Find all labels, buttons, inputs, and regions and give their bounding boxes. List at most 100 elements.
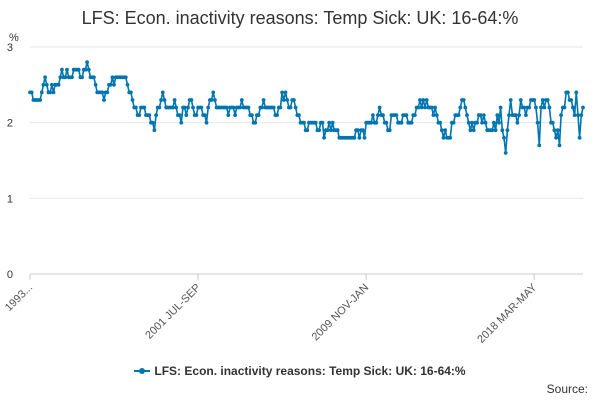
y-axis-unit-label: % — [9, 32, 19, 44]
data-point — [209, 98, 214, 102]
data-point — [256, 113, 261, 117]
data-point — [292, 98, 296, 102]
data-point — [330, 120, 335, 125]
data-point — [433, 105, 437, 110]
data-point — [108, 82, 113, 87]
data-point — [355, 128, 360, 133]
data-point — [419, 105, 424, 110]
data-point — [456, 113, 461, 117]
data-point — [515, 120, 520, 125]
data-point — [434, 113, 439, 117]
data-point — [576, 113, 580, 117]
data-point — [508, 98, 513, 102]
data-point — [335, 128, 340, 133]
data-point — [518, 98, 523, 102]
y-tick-label: 1 — [7, 193, 13, 205]
data-point — [29, 90, 34, 95]
data-point — [471, 128, 476, 133]
x-tick-label: 2018 MAR-MAY — [475, 281, 540, 346]
data-point — [271, 105, 276, 110]
data-point — [58, 75, 63, 80]
data-point — [285, 98, 290, 102]
data-point — [226, 113, 231, 117]
data-point — [233, 113, 238, 117]
data-point — [493, 128, 498, 133]
data-point — [443, 128, 448, 133]
data-point — [134, 105, 138, 110]
data-point — [579, 113, 584, 117]
data-point — [76, 67, 81, 72]
data-point — [534, 105, 538, 110]
data-point — [384, 120, 389, 125]
data-point — [463, 105, 468, 110]
data-point — [409, 120, 414, 125]
data-point — [51, 90, 56, 95]
data-point — [159, 98, 164, 102]
data-point — [142, 105, 147, 110]
data-point — [86, 67, 91, 72]
data-point — [150, 120, 155, 125]
data-point — [413, 113, 417, 117]
data-point — [545, 98, 550, 102]
data-point — [322, 135, 326, 140]
data-point — [399, 120, 404, 125]
data-point — [562, 105, 567, 110]
data-point — [470, 120, 474, 125]
data-point — [157, 105, 162, 110]
data-point — [43, 75, 47, 80]
legend-label: LFS: Econ. inactivity reasons: Temp Sick… — [154, 364, 466, 378]
data-point — [547, 105, 552, 110]
data-point — [147, 113, 152, 117]
data-point — [524, 113, 528, 117]
data-point — [387, 128, 392, 133]
data-point — [184, 113, 189, 117]
data-point — [505, 128, 510, 133]
data-point — [250, 113, 254, 117]
y-tick-label: 2 — [7, 118, 13, 130]
data-point — [550, 120, 555, 125]
source-link[interactable]: Source: — [546, 382, 588, 396]
data-point — [352, 135, 357, 140]
data-point — [498, 105, 503, 110]
data-point — [320, 120, 325, 125]
data-point — [513, 113, 518, 117]
data-point — [80, 75, 84, 80]
data-point — [293, 105, 298, 110]
legend[interactable]: LFS: Econ. inactivity reasons: Temp Sick… — [0, 364, 600, 378]
data-point — [83, 67, 88, 72]
data-point — [423, 105, 427, 110]
data-point — [438, 120, 442, 125]
data-point — [532, 98, 537, 102]
data-point — [177, 113, 182, 117]
data-point — [500, 128, 505, 133]
data-point — [63, 75, 68, 80]
data-point — [179, 120, 184, 125]
chart-title: LFS: Econ. inactivity reasons: Temp Sick… — [81, 8, 519, 28]
data-point — [369, 120, 374, 125]
data-point — [572, 113, 577, 117]
data-point — [480, 120, 484, 125]
data-point — [48, 90, 53, 95]
x-tick-label: 2001 JUL-SEP — [143, 282, 203, 342]
x-axis: 1993... 2001 JUL-SEP 2009 NOV-JAN 2018 MAR-… — [3, 273, 583, 346]
data-point — [102, 98, 106, 102]
data-point — [465, 113, 469, 117]
data-point — [189, 98, 194, 102]
data-point — [537, 143, 542, 148]
y-tick-label: 0 — [7, 269, 13, 281]
data-point — [281, 98, 286, 102]
data-point — [421, 98, 426, 102]
data-point — [468, 128, 473, 133]
x-tick-label: 1993... — [3, 282, 35, 314]
data-point — [503, 151, 508, 155]
data-point — [371, 113, 375, 117]
data-point — [540, 98, 545, 102]
data-point — [377, 105, 382, 110]
data-point — [329, 128, 333, 133]
data-point — [571, 105, 575, 110]
data-point — [317, 128, 321, 133]
data-point — [191, 105, 195, 110]
data-point — [56, 82, 61, 87]
data-point — [125, 82, 130, 87]
